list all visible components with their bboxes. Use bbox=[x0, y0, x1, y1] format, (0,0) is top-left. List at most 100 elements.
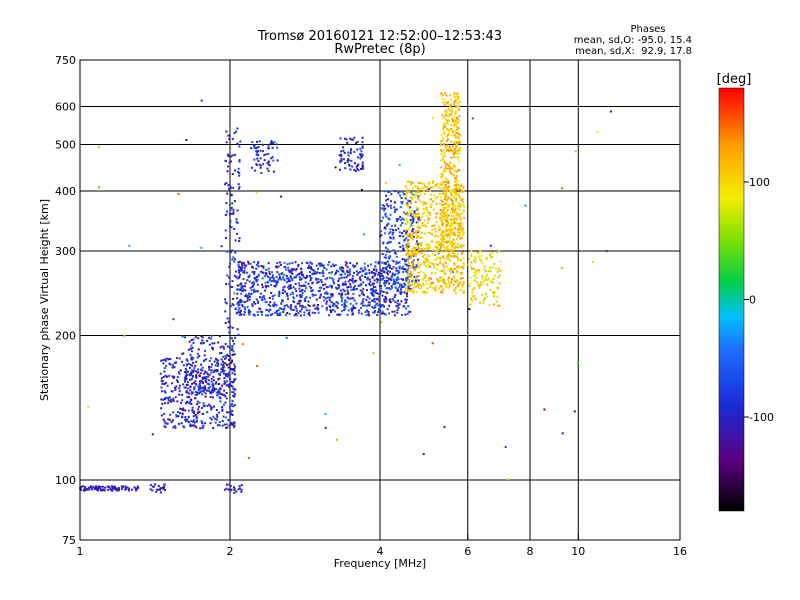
data-point bbox=[231, 368, 234, 371]
data-point bbox=[214, 357, 217, 360]
data-point bbox=[446, 102, 449, 105]
data-point bbox=[282, 286, 285, 289]
data-point bbox=[460, 190, 463, 193]
data-point bbox=[263, 298, 266, 301]
data-point bbox=[256, 311, 259, 313]
data-point bbox=[266, 167, 269, 170]
data-point bbox=[275, 310, 278, 312]
data-point bbox=[400, 196, 403, 199]
data-point bbox=[322, 272, 325, 275]
data-point bbox=[382, 278, 384, 281]
data-point bbox=[449, 243, 452, 246]
data-point bbox=[462, 244, 465, 247]
data-point bbox=[359, 289, 362, 292]
data-point bbox=[470, 297, 473, 300]
data-point bbox=[221, 408, 224, 411]
data-point bbox=[406, 180, 409, 183]
data-point bbox=[385, 268, 388, 271]
data-point bbox=[253, 158, 256, 161]
data-point bbox=[454, 100, 457, 102]
data-point bbox=[248, 312, 250, 315]
data-point bbox=[412, 193, 415, 196]
data-point bbox=[475, 272, 478, 275]
data-point bbox=[253, 144, 256, 147]
data-point bbox=[346, 271, 349, 274]
data-point bbox=[231, 349, 233, 352]
data-point bbox=[346, 266, 349, 269]
data-point bbox=[186, 391, 189, 394]
data-point bbox=[442, 116, 445, 119]
data-point bbox=[405, 301, 408, 304]
data-point bbox=[263, 275, 266, 278]
data-point bbox=[440, 233, 443, 236]
data-point bbox=[347, 291, 350, 294]
data-point bbox=[191, 409, 194, 411]
data-point bbox=[440, 175, 443, 178]
data-point bbox=[283, 261, 286, 264]
data-point bbox=[339, 313, 342, 316]
data-point bbox=[405, 232, 408, 235]
data-point bbox=[340, 276, 343, 279]
data-point bbox=[277, 265, 280, 268]
data-point bbox=[385, 276, 388, 279]
data-point bbox=[238, 275, 241, 278]
data-point bbox=[449, 109, 452, 112]
data-point bbox=[362, 287, 365, 290]
data-point bbox=[453, 233, 456, 236]
data-point bbox=[239, 260, 242, 263]
data-point bbox=[262, 143, 264, 146]
data-point bbox=[185, 369, 188, 372]
data-point bbox=[310, 268, 313, 271]
data-point bbox=[160, 414, 163, 417]
data-point bbox=[359, 271, 361, 274]
data-point bbox=[442, 211, 445, 214]
data-point bbox=[389, 241, 392, 243]
data-point bbox=[194, 414, 197, 416]
data-point bbox=[459, 246, 462, 249]
data-point bbox=[457, 222, 460, 225]
data-point bbox=[442, 230, 444, 233]
data-point bbox=[215, 409, 218, 411]
data-point bbox=[440, 237, 443, 240]
data-point bbox=[375, 269, 378, 272]
data-point bbox=[378, 310, 381, 312]
data-point bbox=[317, 278, 320, 281]
data-point bbox=[228, 385, 231, 388]
data-point bbox=[117, 489, 120, 492]
data-point bbox=[276, 312, 278, 315]
data-point bbox=[499, 269, 501, 272]
data-point bbox=[223, 389, 226, 392]
data-point bbox=[453, 140, 456, 143]
data-point bbox=[229, 221, 232, 224]
data-point bbox=[312, 269, 315, 272]
data-point bbox=[361, 290, 364, 293]
data-point bbox=[384, 284, 386, 287]
data-point bbox=[450, 248, 453, 251]
data-point bbox=[220, 393, 223, 396]
data-point bbox=[444, 92, 447, 95]
data-point bbox=[311, 293, 314, 296]
data-point bbox=[324, 278, 327, 281]
data-point bbox=[255, 150, 258, 153]
data-point bbox=[240, 313, 243, 316]
data-point bbox=[342, 267, 345, 270]
data-point bbox=[224, 310, 227, 313]
data-point bbox=[237, 311, 240, 314]
data-point bbox=[183, 378, 186, 381]
data-point bbox=[398, 283, 401, 286]
data-point bbox=[479, 301, 482, 304]
data-point bbox=[454, 98, 457, 101]
data-point bbox=[256, 290, 259, 293]
data-point bbox=[303, 297, 306, 300]
data-point bbox=[161, 382, 164, 385]
data-point bbox=[273, 141, 276, 144]
data-point bbox=[423, 192, 426, 195]
data-point bbox=[311, 311, 314, 314]
data-point bbox=[456, 180, 459, 183]
data-point bbox=[160, 386, 163, 389]
data-point bbox=[412, 277, 415, 280]
data-point bbox=[113, 488, 116, 490]
data-point bbox=[451, 173, 454, 176]
data-point bbox=[456, 150, 459, 153]
